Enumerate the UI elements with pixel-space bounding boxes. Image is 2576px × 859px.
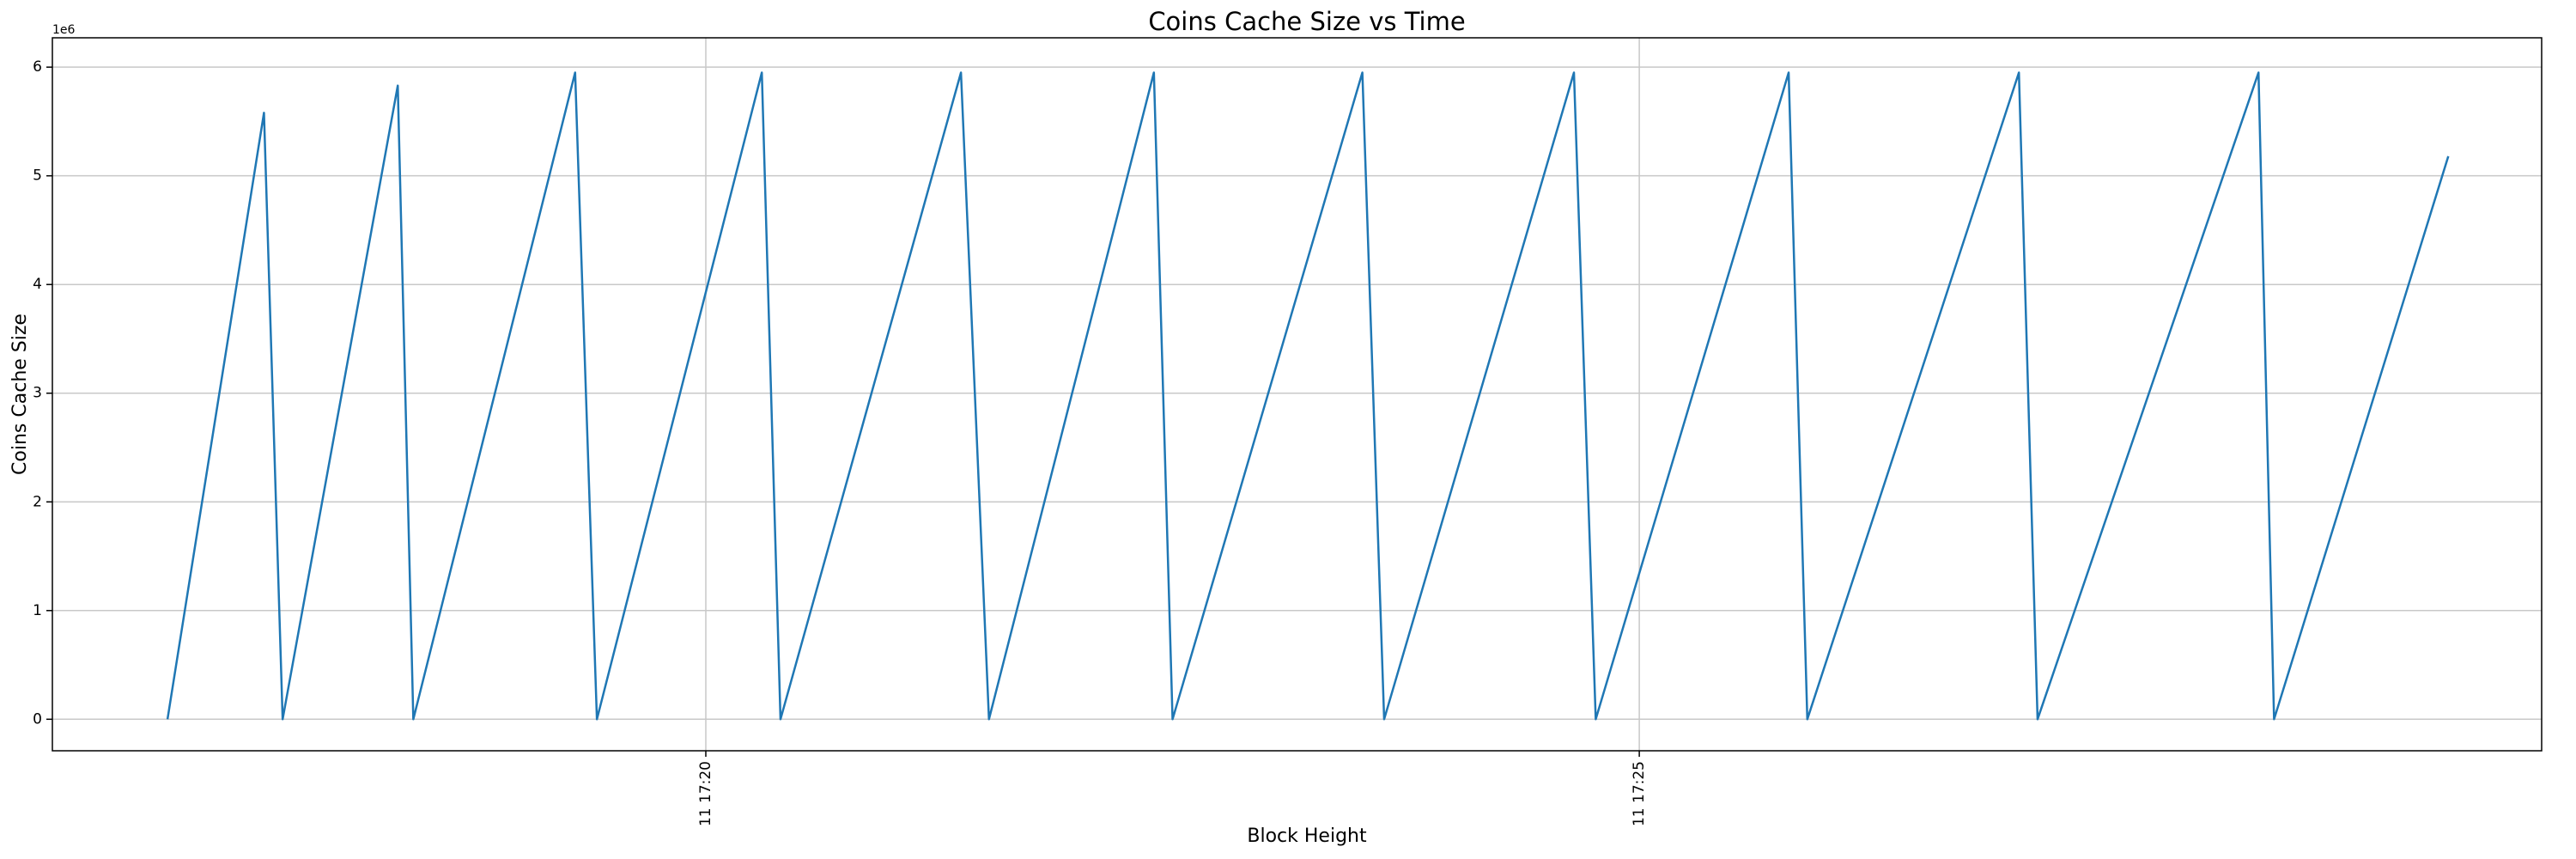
chart-title: Coins Cache Size vs Time [1148, 7, 1465, 36]
y-tick-label: 4 [33, 276, 42, 293]
y-tick-label: 2 [33, 493, 42, 510]
y-tick-label: 1 [33, 602, 42, 619]
y-tick-label: 0 [33, 710, 42, 728]
y-tick-label: 6 [33, 58, 42, 76]
y-offset-label: 1e6 [52, 23, 76, 37]
data-line [166, 71, 2450, 721]
x-tick-label: 11 17:20 [697, 761, 714, 826]
x-tick-label: 11 17:25 [1631, 761, 1648, 826]
y-axis-label: Coins Cache Size [9, 314, 31, 475]
plot-frame [52, 37, 2543, 752]
x-axis-label: Block Height [1247, 825, 1367, 847]
y-tick-label: 3 [33, 385, 42, 402]
y-tick-label: 5 [33, 168, 42, 185]
